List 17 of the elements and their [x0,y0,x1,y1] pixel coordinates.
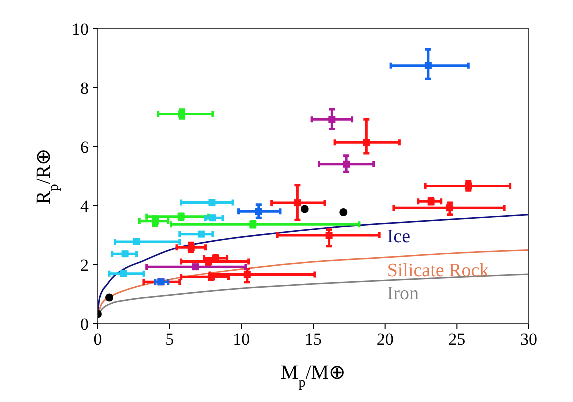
y-tick-label: 4 [80,197,90,216]
y-tick-label: 2 [80,256,89,276]
y-tick-label: 8 [80,79,89,98]
x-tick-label: 0 [94,330,102,350]
x-axis-title: M$_{p}$/M⊕ [280,362,346,390]
y-tick-label: 0 [80,315,89,334]
x-tick-label: 25 [448,330,466,350]
x-tick-label: 10 [233,330,250,350]
series-label: Ice [387,226,411,248]
x-tick-label: 5 [166,330,174,350]
series-label: Silicate Rock [387,260,490,282]
y-tick-label: 6 [80,138,89,158]
x-tick-label: 15 [305,330,322,350]
series-label: Iron [387,284,420,305]
y-tick-label: 10 [72,20,89,40]
x-tick-label: 20 [376,330,394,350]
x-tick-label: 30 [520,330,538,350]
